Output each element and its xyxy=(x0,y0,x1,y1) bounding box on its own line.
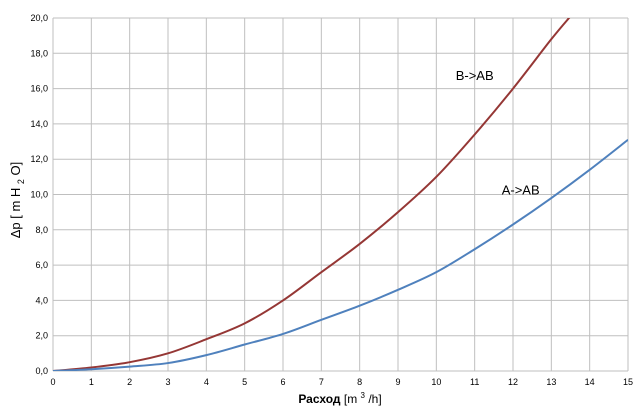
y-tick-label: 14,0 xyxy=(30,119,48,129)
x-axis-label-unit-suffix: /h] xyxy=(368,392,381,406)
x-axis-label: Расход [m 3 /h] xyxy=(298,387,381,406)
y-tick-label: 2,0 xyxy=(35,331,48,341)
y-tick-label: 6,0 xyxy=(35,260,48,270)
x-tick-label: 0 xyxy=(50,377,55,387)
y-tick-label: 20,0 xyxy=(30,13,48,23)
x-tick-label: 11 xyxy=(470,377,479,387)
series-annotation: A->AB xyxy=(502,183,540,198)
tick-labels: 0 1 2 3 4 5 6 7 8 9 10 11 12 13 14 150,02,04,06,08,010,… xyxy=(30,13,633,387)
grid xyxy=(52,17,629,372)
y-tick-label: 4,0 xyxy=(35,295,48,305)
y-tick-label: 0,0 xyxy=(35,366,48,376)
y-axis-label-suffix: O] xyxy=(8,162,23,176)
y-axis-label: Δp [ m H 2 O] xyxy=(8,162,27,239)
series-line-0 xyxy=(53,18,571,371)
y-axis-label-sub: 2 xyxy=(16,179,26,184)
x-tick-label: 9 xyxy=(395,377,400,387)
x-tick-label: 10 xyxy=(431,377,441,387)
y-axis-label-prefix: Δp [ m H xyxy=(8,188,23,239)
x-tick-label: 14 xyxy=(585,377,595,387)
y-tick-label: 16,0 xyxy=(30,84,48,94)
y-tick-label: 18,0 xyxy=(30,48,48,58)
x-tick-label: 4 xyxy=(204,377,209,387)
x-tick-label: 2 xyxy=(127,377,132,387)
x-tick-label: 3 xyxy=(165,377,170,387)
x-tick-label: 5 xyxy=(242,377,247,387)
series-lines xyxy=(53,18,628,371)
y-tick-label: 12,0 xyxy=(30,154,48,164)
x-axis-label-unit-exp: 3 xyxy=(361,391,366,400)
x-tick-label: 7 xyxy=(319,377,324,387)
x-tick-label: 8 xyxy=(357,377,362,387)
x-axis-label-unit-prefix: [m xyxy=(344,392,357,406)
series-line-1 xyxy=(53,138,628,371)
x-tick-label: 1 xyxy=(89,377,94,387)
x-tick-label: 6 xyxy=(280,377,285,387)
x-axis-label-main: Расход xyxy=(298,392,341,406)
x-tick-label: 12 xyxy=(508,377,518,387)
series-annotation: B->AB xyxy=(456,68,494,83)
x-tick-label: 13 xyxy=(546,377,556,387)
y-tick-label: 8,0 xyxy=(35,225,48,235)
series-annotations: B->AB A->AB xyxy=(456,68,540,198)
x-tick-label: 15 xyxy=(623,377,633,387)
y-tick-label: 10,0 xyxy=(30,190,48,200)
